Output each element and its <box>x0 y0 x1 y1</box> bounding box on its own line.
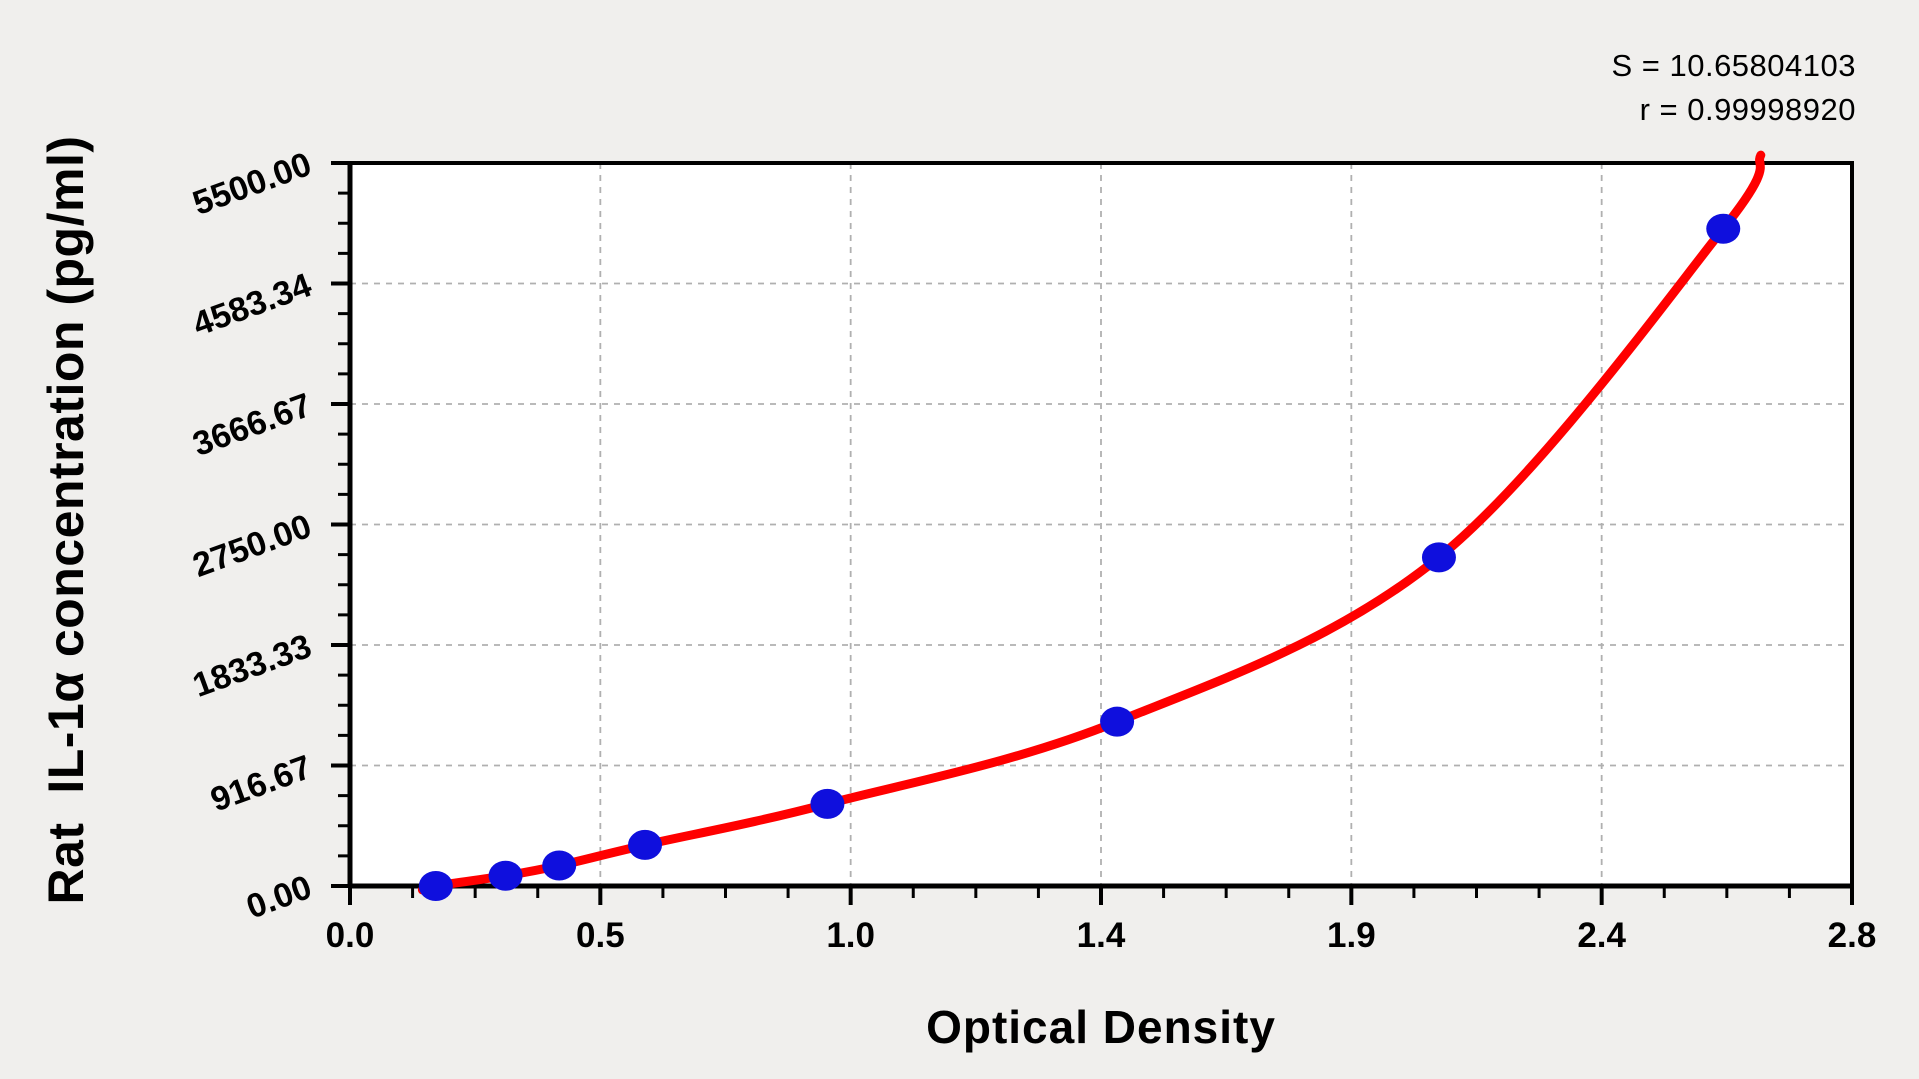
data-point-1 <box>418 871 453 901</box>
stat-s-value: S = 10.65804103 <box>1611 48 1856 83</box>
x-tick-label-1: 0.5 <box>576 916 625 955</box>
data-point-4 <box>628 829 663 860</box>
x-tick-label-4: 1.9 <box>1327 916 1376 955</box>
data-point-6 <box>1100 706 1135 737</box>
x-tick-label-0: 0.0 <box>325 916 375 955</box>
data-point-3 <box>542 850 577 881</box>
x-tick-label-3: 1.4 <box>1076 916 1126 955</box>
data-point-5 <box>810 788 845 819</box>
fit-statistics: S = 10.65804103 r = 0.99998920 <box>1611 44 1856 132</box>
x-axis-title: Optical Density <box>926 1001 1276 1053</box>
data-point-8 <box>1706 213 1741 244</box>
x-tick-label-5: 2.4 <box>1577 916 1626 955</box>
x-tick-label-6: 2.8 <box>1827 916 1877 955</box>
data-point-2 <box>488 860 523 891</box>
stat-r-value: r = 0.99998920 <box>1639 92 1856 127</box>
x-tick-label-2: 1.0 <box>826 916 875 955</box>
data-point-7 <box>1421 542 1456 573</box>
